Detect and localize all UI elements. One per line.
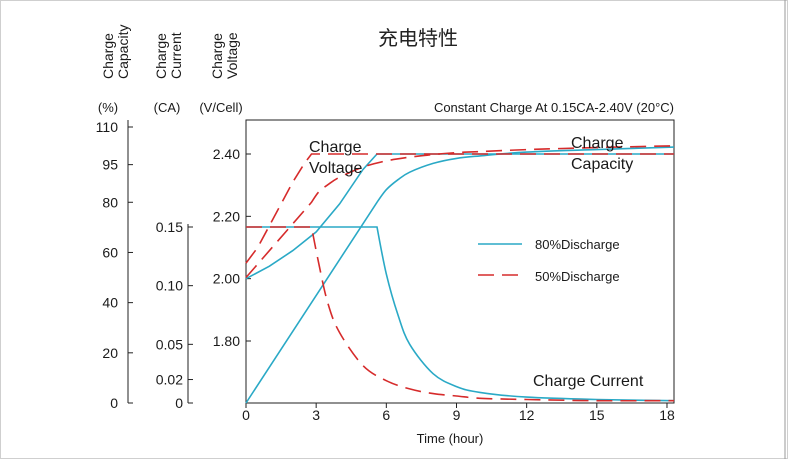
series-80-current-line [246,226,675,402]
capacity-tick-label: 0 [110,395,118,411]
charge-current-label: Charge Current [533,373,644,390]
x-tick-label: 15 [589,407,605,423]
series-80-capacity-line [245,146,675,404]
x-tick-label: 0 [242,407,250,423]
voltage-tick-label: 2.20 [213,208,240,224]
voltage-tick-label: 2.00 [213,271,240,287]
capacity-axis-header-line1: Charge [100,33,116,79]
x-tick-label: 3 [312,407,320,423]
chart-subtitle: Constant Charge At 0.15CA-2.40V (20°C) [434,100,674,115]
voltage-tick-label: 2.40 [213,146,240,162]
x-tick-label: 18 [659,407,675,423]
capacity-tick-label: 95 [102,157,118,173]
voltage-axis-header-line2: Voltage [224,32,240,79]
x-tick-label: 12 [519,407,535,423]
charge-voltage-label-line1: Charge [309,139,362,156]
current-tick-label: 0 [175,395,183,411]
legend-label-80-discharge: 80%Discharge [535,237,620,252]
capacity-tick-label: 110 [96,119,119,135]
capacity-axis-header-line2: Capacity [115,25,131,79]
current-tick-label: 0.05 [156,336,183,352]
series-50-voltage-line [245,153,674,264]
current-axis-header-line1: Charge [153,33,169,79]
voltage-axis-header-line1: Charge [209,33,225,79]
charge-voltage-label-line2: Voltage [309,160,362,177]
charge-capacity-label-line1: Charge [571,135,624,152]
current-axis-unit: (CA) [154,100,181,115]
x-tick-label: 6 [382,407,390,423]
capacity-axis-unit: (%) [98,100,118,115]
capacity-tick-label: 60 [102,244,118,260]
capacity-tick-label: 80 [102,194,118,210]
current-tick-label: 0.15 [156,219,183,235]
series-50-current-line [246,226,675,402]
x-axis-title: Time (hour) [417,431,484,446]
legend: 80%Discharge 50%Discharge [478,237,620,284]
x-tick-label: 9 [453,407,461,423]
current-axis-header-line2: Current [168,32,184,79]
charge-capacity-label-line2: Capacity [571,156,633,173]
capacity-axis-header: Charge Capacity [100,25,131,79]
series-50-capacity-line [245,145,675,279]
current-tick-label: 0.10 [156,278,183,294]
capacity-tick-label: 20 [102,345,118,361]
chart-title: 充电特性 [378,26,458,50]
axis-ticks: 0 3 6 9 12 15 18 110 95 80 60 40 20 0 0.15 0.10 0.05 0.02… [96,119,675,423]
current-tick-label: 0.02 [156,372,183,388]
voltage-axis-unit: (V/Cell) [199,100,242,115]
capacity-tick-label: 40 [102,295,118,311]
plot-curves [245,145,675,404]
current-axis-header: Charge Current [153,32,184,79]
legend-label-50-discharge: 50%Discharge [535,269,620,284]
series-80-voltage-line [245,153,674,280]
voltage-tick-label: 1.80 [213,333,240,349]
voltage-axis-header: Charge Voltage [209,32,240,79]
plot-frame [245,119,675,404]
